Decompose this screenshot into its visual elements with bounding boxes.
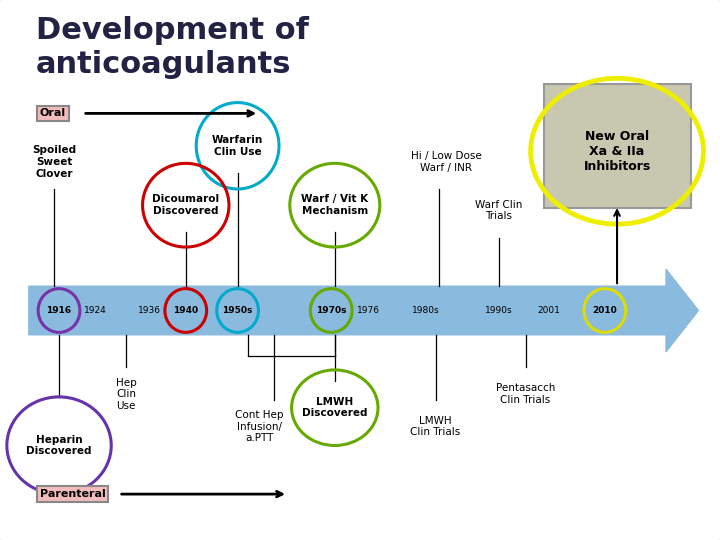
Text: Development of
anticoagulants: Development of anticoagulants — [36, 16, 309, 79]
Text: Warf Clin
Trials: Warf Clin Trials — [475, 200, 523, 221]
Text: Pentasacch
Clin Trials: Pentasacch Clin Trials — [496, 383, 555, 405]
Text: 1980s: 1980s — [413, 306, 440, 315]
Text: Oral: Oral — [40, 109, 66, 118]
Text: 2010: 2010 — [593, 306, 617, 315]
Text: 2001: 2001 — [537, 306, 560, 315]
Text: Dicoumarol
Discovered: Dicoumarol Discovered — [152, 194, 220, 216]
FancyBboxPatch shape — [544, 84, 691, 208]
Text: Heparin
Discovered: Heparin Discovered — [27, 435, 91, 456]
Text: Warfarin
Clin Use: Warfarin Clin Use — [212, 135, 264, 157]
Text: Warf / Vit K
Mechanism: Warf / Vit K Mechanism — [301, 194, 369, 216]
Text: LMWH
Clin Trials: LMWH Clin Trials — [410, 416, 461, 437]
Text: New Oral
Xa & IIa
Inhibitors: New Oral Xa & IIa Inhibitors — [583, 130, 651, 173]
Text: 1916: 1916 — [47, 306, 71, 315]
Text: Hi / Low Dose
Warf / INR: Hi / Low Dose Warf / INR — [411, 151, 482, 173]
Text: Cont Hep
Infusion/
a.PTT: Cont Hep Infusion/ a.PTT — [235, 410, 284, 443]
Text: 1970s: 1970s — [316, 306, 346, 315]
Text: 1990s: 1990s — [485, 306, 513, 315]
Text: LMWH
Discovered: LMWH Discovered — [302, 397, 367, 418]
Text: 1976: 1976 — [357, 306, 380, 315]
Text: 1936: 1936 — [138, 306, 161, 315]
Text: 1950s: 1950s — [222, 306, 253, 315]
Text: Hep
Clin
Use: Hep Clin Use — [116, 377, 136, 411]
Text: Spoiled
Sweet
Clover: Spoiled Sweet Clover — [32, 145, 76, 179]
Text: Parenteral: Parenteral — [40, 489, 105, 499]
Text: 1924: 1924 — [84, 306, 107, 315]
Text: 1940: 1940 — [174, 306, 198, 315]
FancyArrow shape — [29, 269, 698, 352]
